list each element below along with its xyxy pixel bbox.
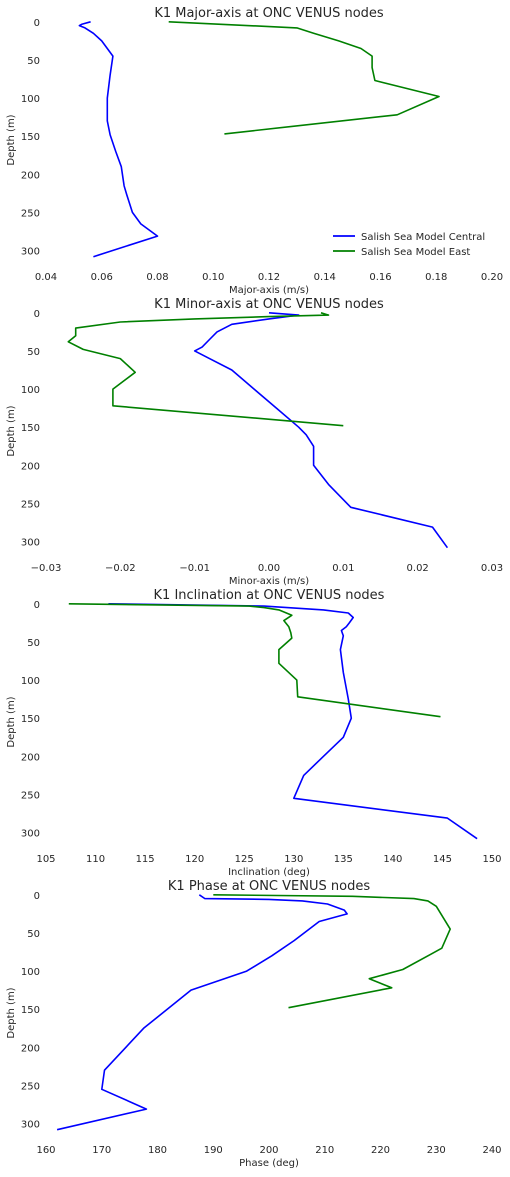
x-tick-label: 220	[371, 1145, 390, 1156]
chart-panel-2: K1 Minor-axis at ONC VENUS nodes −0.03 −0.…	[6, 297, 503, 587]
legend-entry: Salish Sea Model Central	[361, 232, 485, 243]
x-axis-label: Inclination (deg)	[228, 867, 310, 878]
x-tick-label: −0.02	[105, 563, 136, 574]
x-tick-label: 0.18	[425, 272, 447, 283]
y-tick-label: 300	[21, 829, 40, 840]
series-line-salish-sea-model-east	[168, 21, 440, 135]
x-tick-label: 160	[36, 1145, 55, 1156]
x-axis-label: Minor-axis (m/s)	[229, 576, 309, 587]
x-tick-label: 240	[482, 1145, 501, 1156]
y-tick-label: 150	[21, 423, 40, 434]
x-tick-label: 0.01	[332, 563, 354, 574]
y-tick-label: 200	[21, 752, 40, 763]
x-tick-label: −0.03	[31, 563, 62, 574]
y-tick-label: 100	[21, 676, 40, 687]
y-tick-label: 0	[34, 309, 40, 320]
series-line-salish-sea-model-central	[56, 894, 348, 1131]
y-axis-label: Depth (m)	[6, 987, 17, 1038]
y-tick-label: 250	[21, 790, 40, 801]
y-axis-label: Depth (m)	[6, 405, 17, 456]
y-tick-label: 50	[27, 56, 40, 67]
x-tick-label: 0.10	[202, 272, 224, 283]
y-tick-label: 100	[21, 94, 40, 105]
y-tick-label: 50	[27, 929, 40, 940]
x-tick-label: 190	[204, 1145, 223, 1156]
legend-entry: Salish Sea Model East	[361, 247, 470, 258]
x-tick-label: 0.16	[369, 272, 391, 283]
series-line-salish-sea-model-east	[68, 603, 441, 718]
chart-title: K1 Minor-axis at ONC VENUS nodes	[154, 297, 384, 312]
x-tick-label: 150	[482, 854, 501, 865]
x-tick-label: 0.12	[258, 272, 280, 283]
y-tick-label: 200	[21, 1043, 40, 1054]
y-tick-label: 250	[21, 208, 40, 219]
x-tick-label: 0.02	[407, 563, 429, 574]
y-tick-label: 200	[21, 170, 40, 181]
legend: Salish Sea Model Central Salish Sea Model…	[333, 232, 485, 258]
y-tick-label: 0	[34, 891, 40, 902]
chart-title: K1 Inclination at ONC VENUS nodes	[154, 588, 385, 603]
x-tick-label: 230	[427, 1145, 446, 1156]
y-axis-label: Depth (m)	[6, 114, 17, 165]
y-tick-label: 100	[21, 967, 40, 978]
x-tick-label: 0.04	[35, 272, 57, 283]
y-tick-label: 300	[21, 538, 40, 549]
y-tick-label: 300	[21, 247, 40, 258]
chart-title: K1 Phase at ONC VENUS nodes	[168, 879, 370, 894]
chart-panel-4: K1 Phase at ONC VENUS nodes 160 170 180 190 2…	[6, 879, 502, 1169]
y-tick-label: 250	[21, 499, 40, 510]
x-axis-label: Phase (deg)	[239, 1158, 299, 1169]
y-tick-label: 150	[21, 132, 40, 143]
y-tick-label: 250	[21, 1081, 40, 1092]
y-tick-label: 150	[21, 714, 40, 725]
y-axis-label: Depth (m)	[6, 696, 17, 747]
x-axis-label: Major-axis (m/s)	[229, 285, 309, 296]
series-line-salish-sea-model-central	[108, 603, 478, 840]
x-tick-label: 130	[284, 854, 303, 865]
x-tick-label: 0.14	[314, 272, 336, 283]
x-tick-label: 140	[383, 854, 402, 865]
x-tick-label: 0.00	[258, 563, 280, 574]
x-tick-label: 180	[148, 1145, 167, 1156]
y-tick-label: 150	[21, 1005, 40, 1016]
x-tick-label: 0.08	[146, 272, 168, 283]
x-tick-label: 105	[36, 854, 55, 865]
y-tick-label: 300	[21, 1120, 40, 1131]
y-tick-label: 0	[34, 600, 40, 611]
series-line-salish-sea-model-east	[213, 894, 452, 1009]
series-line-salish-sea-model-central	[193, 312, 449, 549]
chart-panel-1: K1 Major-axis at ONC VENUS nodes 0.04 0.06…	[6, 6, 503, 296]
y-tick-label: 50	[27, 347, 40, 358]
x-tick-label: 0.03	[481, 563, 503, 574]
x-tick-label: 210	[315, 1145, 334, 1156]
x-tick-label: 145	[433, 854, 452, 865]
series-line-salish-sea-model-central	[78, 21, 159, 258]
chart-title: K1 Major-axis at ONC VENUS nodes	[154, 6, 384, 21]
y-tick-label: 200	[21, 461, 40, 472]
x-tick-label: 120	[185, 854, 204, 865]
y-tick-label: 50	[27, 638, 40, 649]
x-tick-label: 0.06	[91, 272, 113, 283]
y-tick-label: 0	[34, 18, 40, 29]
y-tick-label: 100	[21, 385, 40, 396]
x-tick-label: 135	[334, 854, 353, 865]
chart-panel-3: K1 Inclination at ONC VENUS nodes 105 110 1…	[6, 588, 502, 878]
x-tick-label: 200	[259, 1145, 278, 1156]
x-tick-label: 110	[86, 854, 105, 865]
x-tick-label: 170	[92, 1145, 111, 1156]
x-tick-label: 125	[235, 854, 254, 865]
x-tick-label: 0.20	[481, 272, 503, 283]
x-tick-label: 115	[136, 854, 155, 865]
x-tick-label: −0.01	[179, 563, 210, 574]
series-line-salish-sea-model-east	[67, 312, 344, 427]
